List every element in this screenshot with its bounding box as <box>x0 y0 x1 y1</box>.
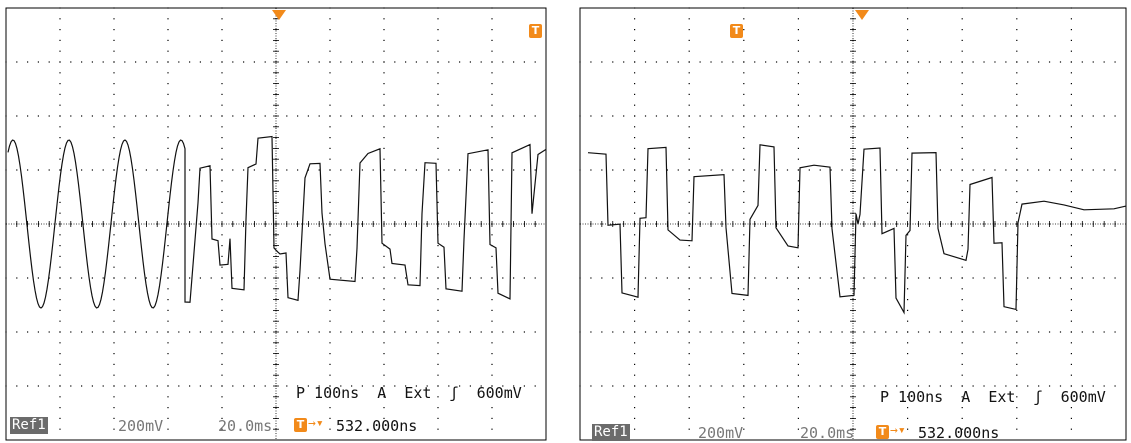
trigger-flag-icon: T <box>529 24 542 38</box>
trigger-position-flag-icon: T <box>294 418 307 432</box>
trigger-readout: P 100ns A Ext ʃ 600mV <box>296 384 522 402</box>
waveform-display-right <box>579 7 1127 441</box>
position-readout: 532.000ns <box>336 417 418 435</box>
trigger-marker-icon <box>272 10 286 20</box>
trigger-flag-icon: T <box>730 24 743 38</box>
trigger-readout: P 100ns A Ext ʃ 600mV <box>880 388 1106 406</box>
waveform-trace-right <box>587 144 1127 315</box>
volts-div-readout: 200mV <box>118 417 164 435</box>
graticule-right <box>579 7 1127 441</box>
position-readout: 532.000ns <box>918 424 1000 442</box>
time-div-readout: 20.0ms <box>800 424 855 442</box>
ref-badge: Ref1 <box>10 417 48 434</box>
trigger-position-arrow-icon: →▾ <box>890 423 906 438</box>
scope-screen-left: T P 100ns A Ext ʃ 600mV Ref1 200mV 20.0m… <box>0 0 553 443</box>
time-div-readout: 20.0ms <box>218 417 273 435</box>
waveform-trace-left <box>7 135 547 309</box>
waveform-display-left <box>5 7 547 441</box>
ref-badge: Ref1 <box>592 424 630 441</box>
scope-screen-right: T P 100ns A Ext ʃ 600mV Ref1 200mV 20.0m… <box>574 0 1131 443</box>
trigger-position-arrow-icon: →▾ <box>308 416 324 431</box>
trigger-position-flag-icon: T <box>876 425 889 439</box>
trigger-marker-icon <box>855 10 869 20</box>
volts-div-readout: 200mV <box>698 424 744 442</box>
